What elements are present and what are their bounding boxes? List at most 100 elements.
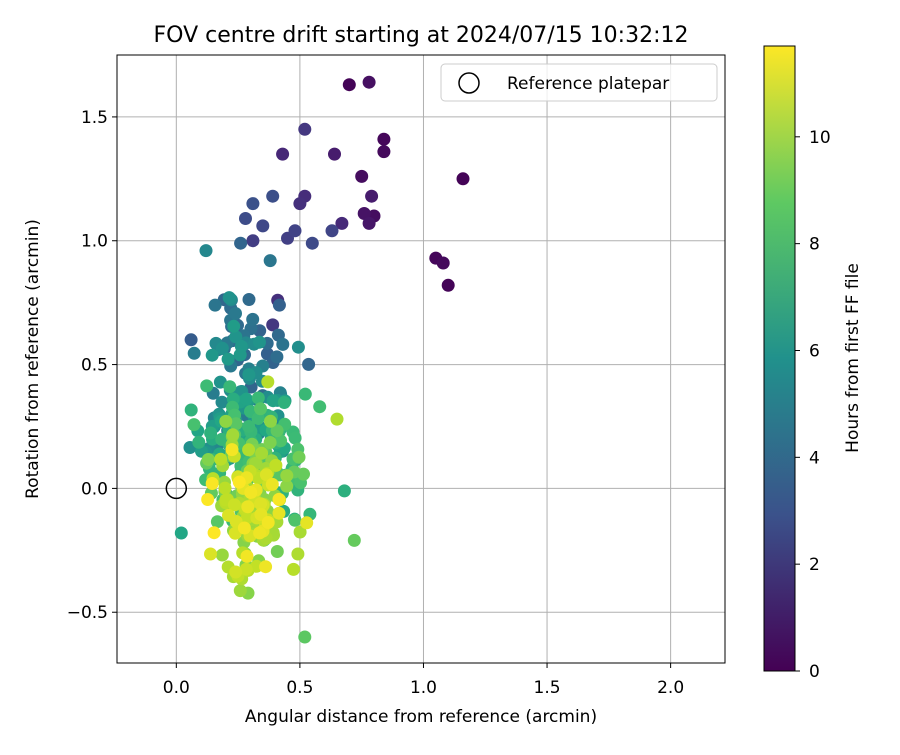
data-point xyxy=(205,477,219,490)
legend-circle-icon xyxy=(458,72,480,94)
data-point xyxy=(288,224,302,238)
data-point xyxy=(242,443,256,457)
data-point xyxy=(288,513,302,527)
plot-frame xyxy=(116,54,726,664)
data-point xyxy=(266,394,280,408)
legend: Reference platepar xyxy=(440,63,718,102)
y-axis-label: Rotation from reference (arcmin) xyxy=(23,219,43,499)
y-tick-label: 1.5 xyxy=(81,108,108,128)
colorbar-gradient xyxy=(763,45,796,672)
data-point xyxy=(204,426,218,440)
x-axis-label: Angular distance from reference (arcmin) xyxy=(245,707,597,727)
data-point xyxy=(266,318,280,332)
y-tick-label: 1.0 xyxy=(81,232,108,252)
data-point xyxy=(250,559,263,573)
x-axis-ticks: 0.0 0.5 1.0 1.5 2.0 xyxy=(163,663,684,698)
data-point xyxy=(246,312,260,326)
data-point xyxy=(187,346,201,360)
data-point xyxy=(436,256,450,270)
data-point xyxy=(242,293,256,306)
data-points xyxy=(174,75,470,644)
data-point xyxy=(293,197,307,211)
data-point xyxy=(241,500,255,514)
colorbar-ticks: 0 2 4 6 8 10 xyxy=(795,128,831,682)
data-point xyxy=(242,368,256,382)
data-point xyxy=(201,453,215,466)
data-point xyxy=(174,526,188,540)
data-point xyxy=(251,391,265,405)
y-tick-label: −0.5 xyxy=(67,603,108,623)
data-point xyxy=(246,234,260,248)
data-point xyxy=(337,484,351,498)
data-point xyxy=(298,387,312,401)
data-point xyxy=(207,526,221,540)
data-point xyxy=(263,436,277,449)
data-point xyxy=(215,395,229,409)
data-point xyxy=(292,450,306,464)
data-point xyxy=(291,340,305,354)
data-point xyxy=(270,424,284,438)
colorbar-tick-label: 2 xyxy=(809,555,820,575)
x-tick-label: 1.5 xyxy=(534,678,561,698)
data-point xyxy=(302,357,316,371)
data-point xyxy=(239,392,253,406)
data-point xyxy=(280,469,294,483)
data-point xyxy=(208,298,222,312)
data-point xyxy=(263,254,277,268)
data-point xyxy=(184,333,198,347)
colorbar-tick-label: 0 xyxy=(809,662,820,682)
data-point xyxy=(298,630,312,644)
data-point xyxy=(246,197,260,211)
data-point xyxy=(253,526,267,540)
data-point xyxy=(277,396,291,409)
data-point xyxy=(280,479,294,493)
data-point xyxy=(272,298,286,312)
data-point xyxy=(226,428,240,442)
data-point xyxy=(291,547,305,561)
data-point xyxy=(200,379,214,393)
colorbar-tick-label: 6 xyxy=(809,341,820,361)
data-point xyxy=(355,169,369,183)
data-point xyxy=(237,521,251,535)
data-point xyxy=(362,75,376,89)
colorbar: 0 2 4 6 8 10 Hours from first FF file xyxy=(763,45,863,682)
data-point xyxy=(276,147,290,161)
data-point xyxy=(229,565,243,579)
data-point xyxy=(261,516,275,529)
data-point xyxy=(232,475,246,489)
data-point xyxy=(256,219,270,233)
data-point xyxy=(214,452,228,466)
data-point xyxy=(227,498,241,512)
data-point xyxy=(456,172,470,186)
data-point xyxy=(199,244,213,258)
data-point xyxy=(215,548,229,562)
reference-point xyxy=(165,477,188,500)
x-tick-label: 0.5 xyxy=(286,678,313,698)
x-tick-label: 2.0 xyxy=(657,678,684,698)
data-point xyxy=(254,402,267,416)
colorbar-tick-label: 4 xyxy=(809,448,820,468)
data-point xyxy=(328,147,341,161)
colorbar-label: Hours from first FF file xyxy=(843,263,863,453)
data-point xyxy=(205,348,219,362)
data-point xyxy=(276,337,290,351)
plot-background xyxy=(117,55,725,663)
y-tick-label: 0.5 xyxy=(81,356,108,376)
data-point xyxy=(305,236,319,250)
data-point xyxy=(240,549,254,563)
data-point xyxy=(266,189,280,203)
data-point xyxy=(272,506,286,520)
data-point xyxy=(293,525,307,539)
data-point xyxy=(377,132,391,146)
data-point xyxy=(288,431,302,445)
data-point xyxy=(259,560,273,574)
data-point xyxy=(184,403,198,417)
reference-platepar-marker xyxy=(165,477,188,500)
data-point xyxy=(192,435,206,449)
data-point xyxy=(287,562,300,576)
data-point xyxy=(357,207,371,220)
data-point xyxy=(265,477,279,491)
data-point xyxy=(253,335,266,349)
grid-lines xyxy=(117,55,725,663)
